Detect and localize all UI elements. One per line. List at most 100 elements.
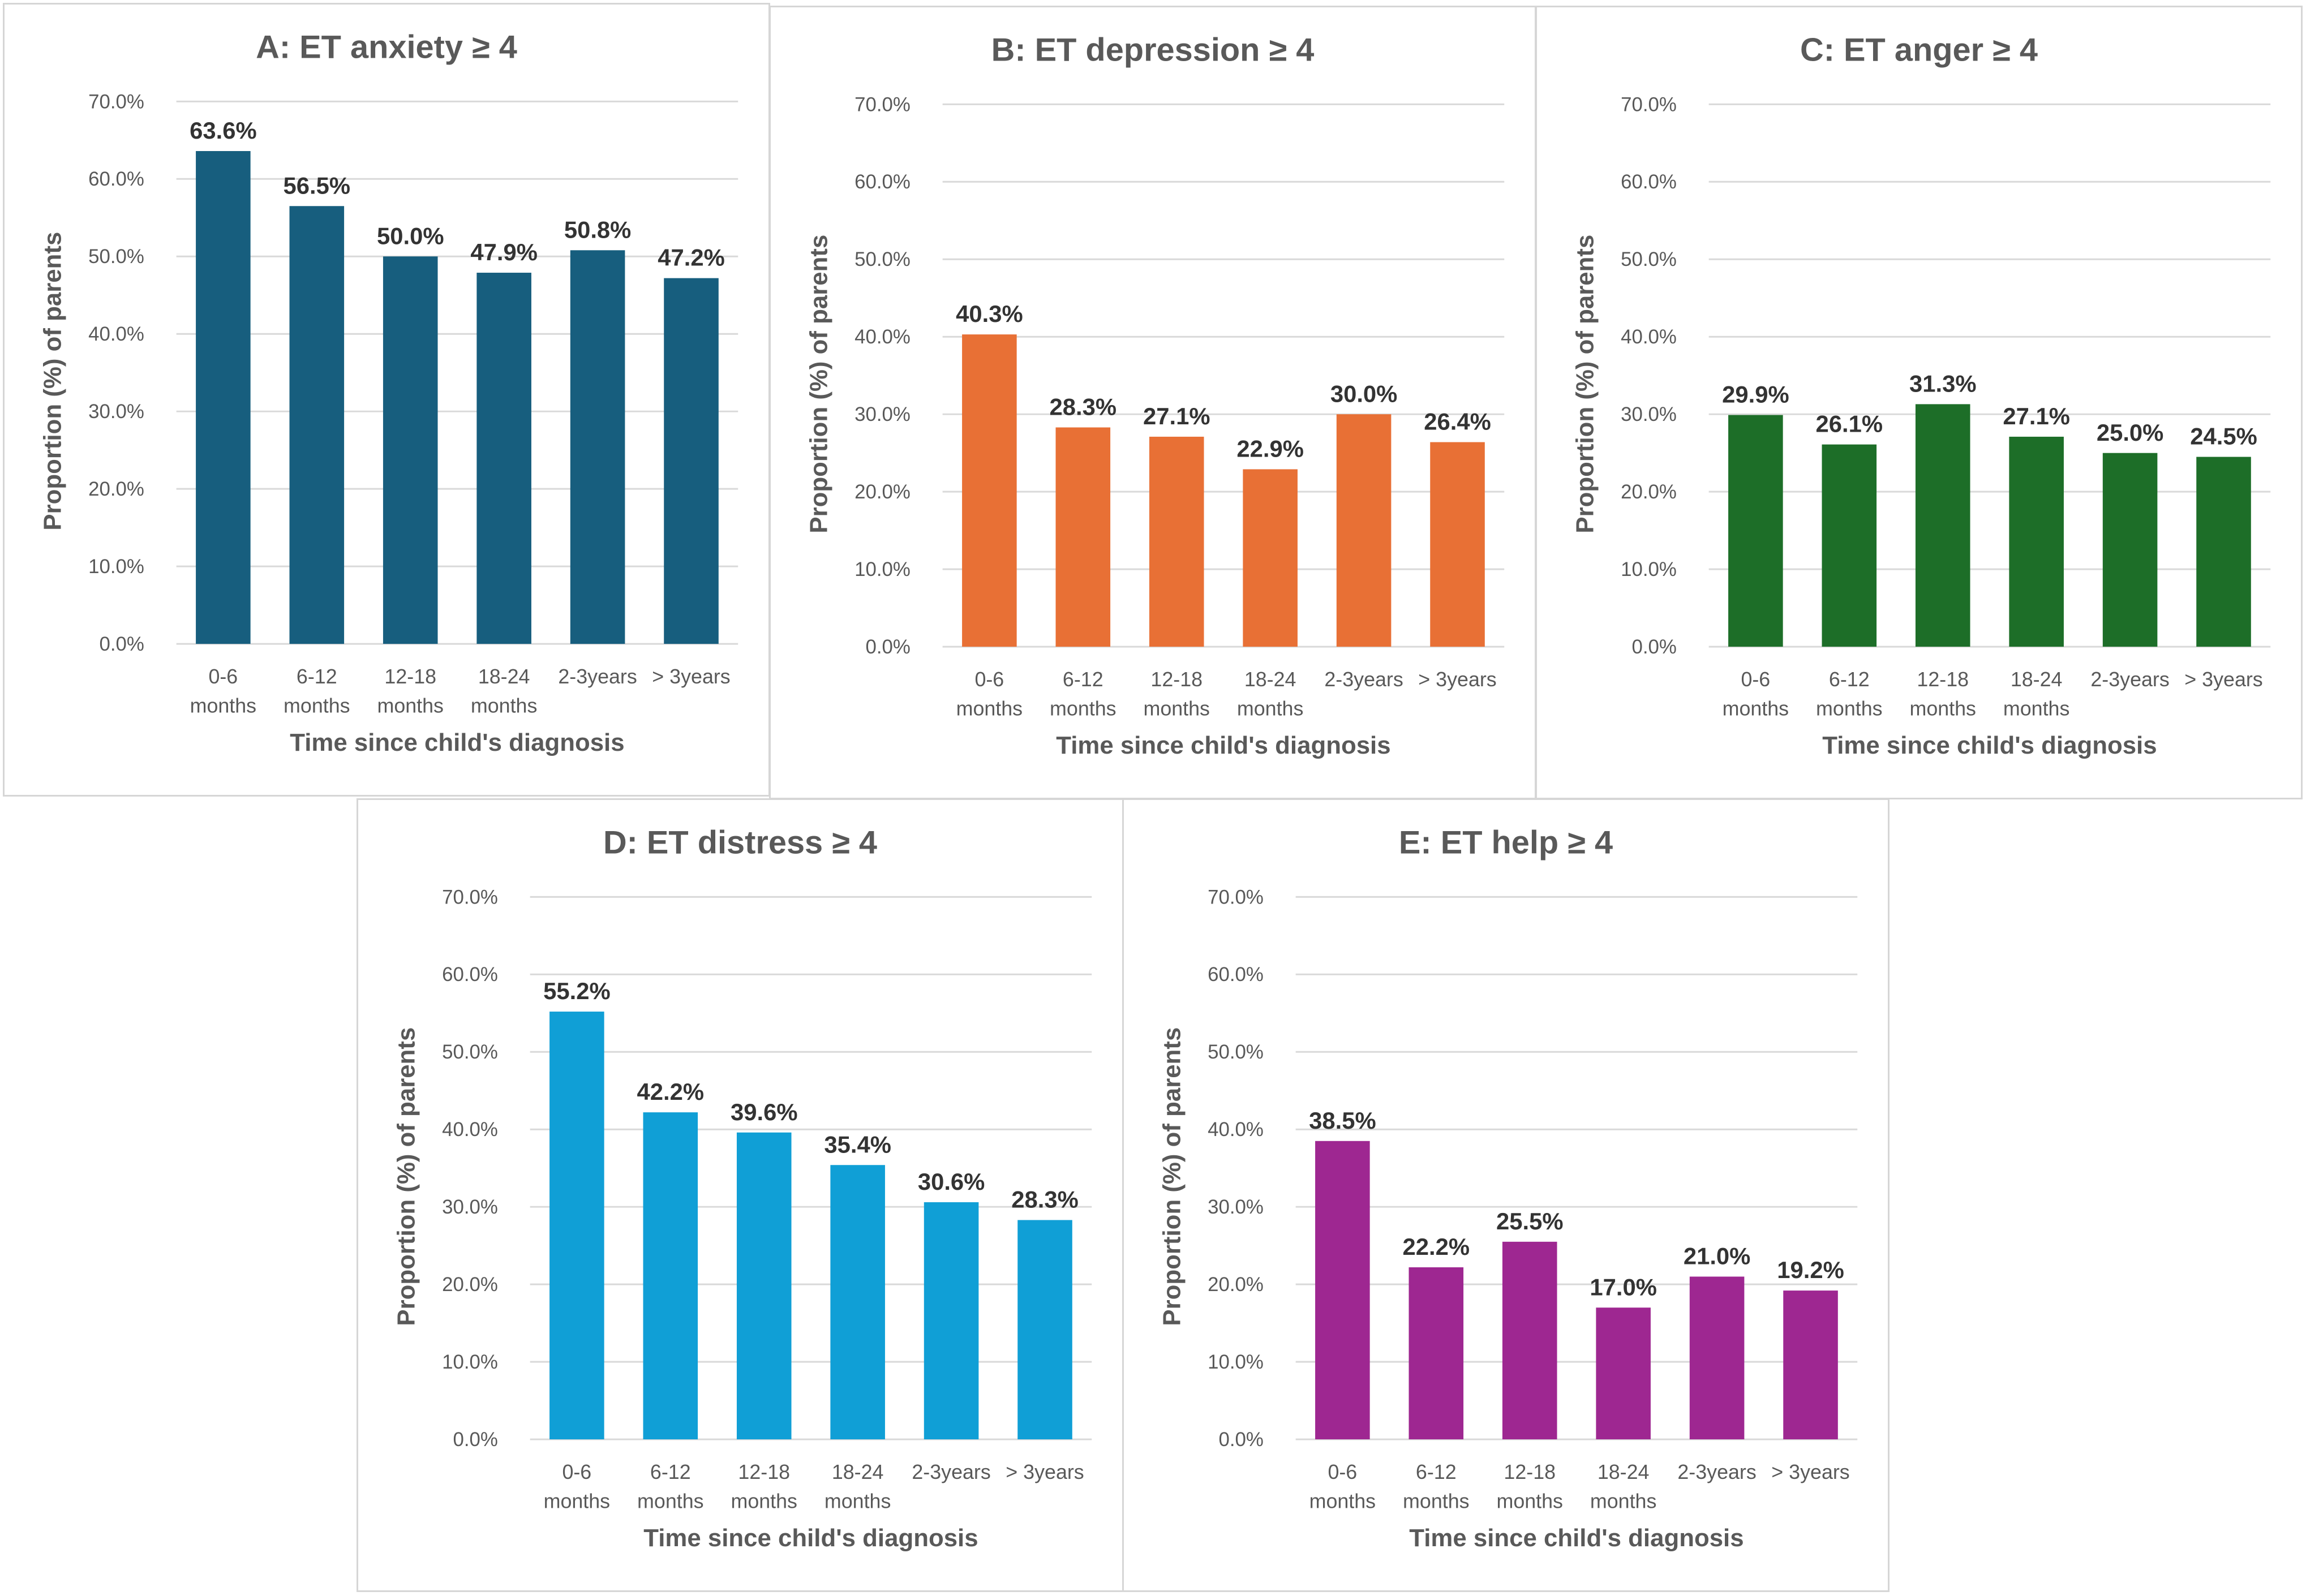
bar [2102,453,2158,647]
x-tick-label: 6-12 [297,665,337,688]
y-tick-label: 0.0% [1632,636,1677,658]
y-tick-label: 0.0% [453,1429,498,1451]
bar-value-label: 38.5% [1309,1107,1376,1134]
bar [1728,415,1783,647]
y-tick-label: 20.0% [1621,481,1677,503]
bar [736,1132,792,1440]
y-tick-label: 10.0% [1621,558,1677,580]
x-axis-title: Time since child's diagnosis [643,1524,978,1552]
x-tick-label: > 3years [652,665,730,688]
x-tick-label: 6-12 [1416,1461,1457,1483]
bar-value-label: 63.6% [190,117,257,144]
y-tick-label: 40.0% [854,326,911,348]
x-axis-title: Time since child's diagnosis [1056,732,1390,759]
y-tick-label: 50.0% [1621,248,1677,270]
x-tick-label: 12-18 [738,1461,790,1483]
y-tick-label: 40.0% [1621,326,1677,348]
y-tick-label: 70.0% [88,91,144,113]
x-tick-label: months [1909,698,1976,720]
x-tick-label: 18-24 [2011,668,2063,691]
x-tick-label: 6-12 [1063,668,1103,691]
bar [196,150,251,644]
bar-value-label: 50.0% [377,222,444,249]
bar-value-label: 26.1% [1816,411,1883,437]
bar-value-label: 29.9% [1722,381,1789,408]
y-tick-label: 10.0% [88,556,144,578]
x-tick-label: months [544,1490,611,1513]
x-tick-label: 2-3years [1324,668,1403,691]
y-tick-label: 40.0% [1208,1119,1264,1141]
chart-svg: E: ET help ≥ 4 0.0% 10.0% 20.0% 30.0% 40.0% 50… [1158,825,1858,1552]
bar-value-label: 22.9% [1236,436,1304,462]
bar-value-label: 25.5% [1496,1208,1564,1234]
chart-panel-help: E: ET help ≥ 4 0.0% 10.0% 20.0% 30.0% 40.0% 50… [1122,798,1890,1592]
y-tick-label: 60.0% [88,168,144,190]
bar-value-label: 47.2% [658,244,725,271]
bar [1596,1307,1651,1440]
y-tick-label: 30.0% [1621,403,1677,425]
x-tick-label: months [1237,698,1304,720]
y-tick-label: 0.0% [866,636,911,658]
x-tick-label: 18-24 [1244,668,1296,691]
bar [549,1012,604,1440]
bar [289,206,345,644]
x-tick-label: 2-3years [2090,668,2169,691]
bar [1502,1241,1557,1440]
y-tick-label: 40.0% [442,1119,498,1141]
y-tick-label: 50.0% [854,248,911,270]
x-tick-label: > 3years [1006,1461,1084,1483]
bar [1336,414,1392,647]
y-tick-label: 10.0% [854,558,911,580]
x-tick-label: 6-12 [650,1461,691,1483]
y-tick-label: 70.0% [854,93,911,115]
bar [664,278,719,644]
bar [924,1202,979,1440]
bar [1689,1276,1745,1440]
y-tick-label: 60.0% [854,171,911,193]
x-axis-title: Time since child's diagnosis [1822,732,2157,759]
x-tick-label: > 3years [1418,668,1496,691]
y-tick-label: 40.0% [88,323,144,345]
bar-value-label: 21.0% [1684,1243,1751,1270]
y-tick-label: 0.0% [100,633,144,655]
x-tick-label: 0-6 [974,668,1004,691]
chart-panel-anger: C: ET anger ≥ 4 0.0% 10.0% 20.0% 30.0% 40.0% 5… [1535,6,2303,799]
bar [962,334,1017,647]
x-tick-label: 12-18 [1504,1461,1556,1483]
x-tick-label: 18-24 [832,1461,884,1483]
x-axis-title: Time since child's diagnosis [1409,1524,1744,1552]
bar-value-label: 30.6% [918,1168,985,1195]
x-tick-label: months [1590,1490,1657,1513]
y-tick-label: 30.0% [442,1196,498,1218]
x-tick-label: 12-18 [384,665,436,688]
x-tick-label: 0-6 [1741,668,1770,691]
y-tick-label: 30.0% [1208,1196,1264,1218]
y-tick-label: 70.0% [1208,886,1264,908]
x-tick-label: months [1403,1490,1470,1513]
bar-value-label: 17.0% [1590,1274,1657,1300]
bar [570,250,625,644]
bar [1408,1267,1464,1440]
x-tick-label: months [1496,1490,1563,1513]
bar [1055,427,1111,647]
x-tick-label: 2-3years [1677,1461,1756,1483]
chart-title: A: ET anxiety ≥ 4 [256,29,517,66]
bar-value-label: 42.2% [637,1078,705,1105]
y-tick-label: 60.0% [1621,171,1677,193]
x-tick-label: months [1143,698,1210,720]
bar-value-label: 55.2% [543,978,611,1004]
x-tick-label: 2-3years [912,1461,990,1483]
x-tick-label: 0-6 [562,1461,591,1483]
bar-value-label: 22.2% [1403,1233,1470,1260]
bar-value-label: 24.5% [2190,423,2257,450]
x-tick-label: months [637,1490,704,1513]
bar-value-label: 28.3% [1011,1186,1079,1213]
bar [476,273,531,644]
y-axis-title: Proportion (%) of parents [1571,235,1599,534]
bar-value-label: 30.0% [1330,380,1398,407]
y-tick-label: 50.0% [1208,1041,1264,1063]
x-tick-label: 18-24 [478,665,530,688]
x-tick-label: months [190,695,257,717]
chart-svg: D: ET distress ≥ 4 0.0% 10.0% 20.0% 30.0% 40.… [393,825,1092,1552]
bar [1822,444,1877,647]
